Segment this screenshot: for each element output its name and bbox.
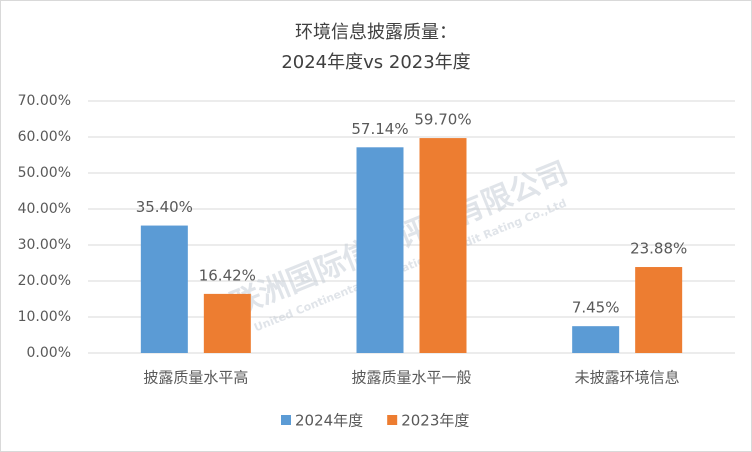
bar: [356, 147, 404, 353]
y-tick-label: 10.00%: [18, 309, 71, 325]
bar: [203, 293, 251, 353]
chart-subtitle: 2024年度vs 2023年度: [281, 52, 470, 73]
x-tick-label: 未披露环境信息: [575, 369, 680, 387]
value-label: 7.45%: [572, 299, 620, 317]
bar: [419, 138, 467, 353]
value-label: 16.42%: [199, 266, 256, 284]
grid: 0.00% 10.00% 20.00% 30.00% 40.00% 50.00% 60.00…: [18, 93, 735, 361]
legend-label: 2023年度: [401, 412, 469, 430]
x-tick-label: 披露质量水平高: [143, 369, 248, 387]
x-tick-label: 披露质量水平一般: [351, 369, 471, 387]
bar: [572, 326, 620, 353]
value-label: 57.14%: [351, 120, 408, 138]
y-tick-label: 20.00%: [18, 273, 71, 289]
bar: [635, 267, 683, 353]
y-tick-label: 60.00%: [18, 129, 71, 145]
y-tick-label: 30.00%: [18, 237, 71, 253]
value-label: 35.40%: [136, 198, 193, 216]
y-tick-label: 0.00%: [27, 345, 71, 361]
value-label: 59.70%: [414, 111, 471, 129]
value-label: 23.88%: [630, 240, 687, 258]
y-tick-label: 70.00%: [18, 93, 71, 109]
bar: [140, 225, 188, 353]
legend-label: 2024年度: [295, 412, 363, 430]
legend-swatch: [387, 415, 398, 425]
legend-swatch: [281, 415, 291, 425]
plot: 披露质量水平高 35.40% 16.42% 披露质量水平一般 57.14% 59.70% 未…: [136, 111, 688, 430]
chart-title: 环境信息披露质量：: [295, 22, 457, 43]
y-tick-label: 40.00%: [18, 201, 71, 217]
y-tick-label: 50.00%: [18, 165, 71, 181]
